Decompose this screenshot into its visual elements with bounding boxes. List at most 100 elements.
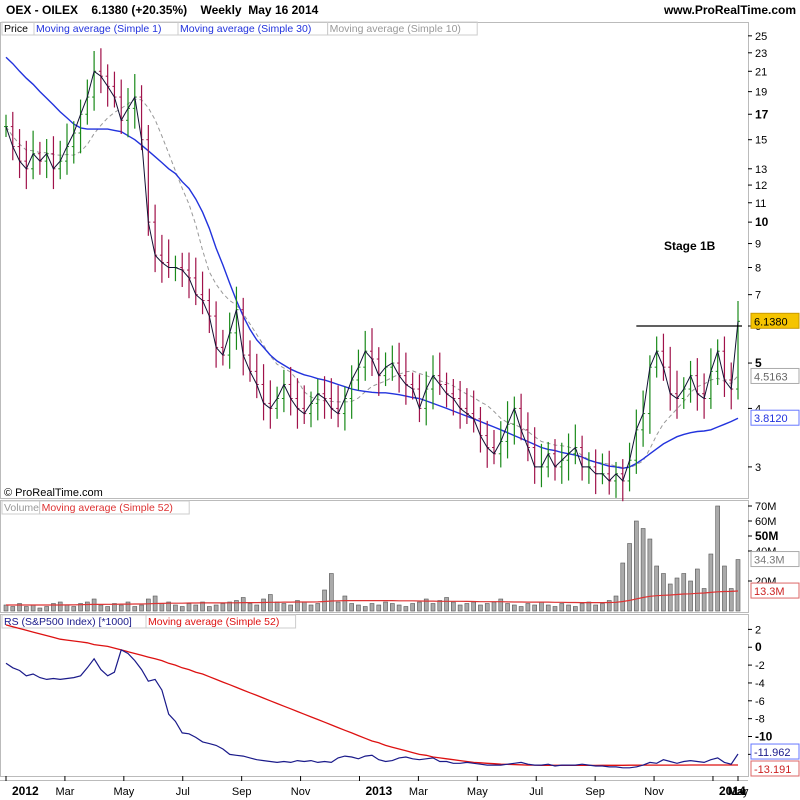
volume-bar	[512, 604, 517, 612]
price-badge-box	[750, 312, 800, 329]
rs-tick-label: 0	[755, 640, 762, 654]
price-legend-item: Moving average (Simple 30)	[180, 23, 311, 35]
volume-bar	[295, 600, 300, 612]
price-tick-label: 4	[755, 403, 761, 415]
volume-tick-label: 70M	[755, 501, 776, 513]
volume-bar	[620, 562, 626, 612]
volume-bar	[708, 553, 714, 612]
volume-bar	[166, 601, 171, 612]
volume-bar	[78, 603, 83, 612]
x-tick-label: Mar	[55, 786, 74, 798]
rs-tick-label: -8	[755, 714, 765, 726]
volume-bar	[471, 601, 476, 612]
volume-bar	[640, 528, 646, 612]
ma10-line	[5, 98, 739, 469]
rs-ma52-badge-box	[750, 760, 800, 777]
volume-bar	[335, 601, 341, 612]
volume-bar	[234, 600, 239, 612]
volume-bar	[17, 603, 22, 612]
volume-bar	[606, 600, 612, 612]
volume-bar	[681, 573, 687, 612]
volume-bar	[207, 606, 212, 612]
volume-bar	[505, 603, 510, 612]
price-tick-label: 5	[755, 356, 762, 370]
volume-bar	[200, 601, 205, 612]
volume-bar	[688, 580, 693, 612]
price-badge: 6.1380	[754, 316, 788, 328]
volume-bar	[722, 565, 727, 612]
volume-legend-box	[39, 500, 190, 515]
volume-bar	[579, 603, 585, 612]
ma30-badge: 3.8120	[754, 413, 788, 425]
volume-bar	[545, 604, 551, 612]
price-legend: Price Moving average (Simple 1) Moving ave…	[1, 21, 478, 36]
volume-bar	[3, 604, 9, 612]
header-period: Weekly	[200, 3, 242, 17]
rs-legend: RS (S&P500 Index) [*1000] Moving average …	[1, 614, 297, 629]
volume-bar	[281, 603, 287, 612]
volume-bar	[444, 597, 449, 612]
volume-bar	[37, 607, 43, 612]
volume-bar	[64, 604, 70, 612]
price-tick-label: 8	[755, 262, 761, 274]
header-change: (+20.35%)	[131, 3, 188, 17]
volume-bar	[98, 604, 104, 612]
volume-bar	[220, 603, 226, 612]
volume-bar	[173, 604, 178, 612]
volume-bar	[735, 559, 741, 612]
volume-bar	[274, 601, 280, 612]
price-tick-label: 13	[755, 164, 767, 176]
rs-badge: -11.962	[754, 747, 791, 759]
volume-bar	[484, 603, 490, 612]
volume-bar	[329, 573, 334, 612]
volume-bar	[634, 520, 639, 612]
volume-bar	[322, 589, 327, 612]
volume-bar	[566, 604, 571, 612]
volume-bar	[383, 601, 388, 612]
rs-ma52-badge: -13.191	[754, 764, 791, 776]
volume-ma52-line	[6, 590, 739, 606]
volume-bar	[288, 604, 293, 612]
price-tick-label: 7	[755, 290, 761, 302]
x-tick-label: 2014	[719, 784, 746, 798]
volume-bar	[600, 603, 605, 612]
rs-tick-label: -2	[755, 660, 765, 672]
volume-bar	[437, 600, 443, 612]
price-tick-label: 12	[755, 180, 767, 192]
x-tick-label: May	[113, 786, 134, 798]
volume-bar	[613, 595, 619, 612]
volume-bar	[647, 538, 653, 612]
price-legend-box	[327, 21, 478, 36]
price-legend-item: Moving average (Simple 10)	[330, 23, 461, 35]
volume-bar	[139, 604, 144, 612]
volume-bar	[118, 604, 124, 612]
volume-bar	[532, 604, 537, 612]
volume-bar	[112, 603, 117, 612]
volume-bar	[369, 603, 375, 612]
volume-bar	[240, 597, 246, 612]
volume-bar	[390, 603, 395, 612]
volume-legend-item: Moving average (Simple 52)	[42, 502, 173, 514]
price-tick-label: 10	[755, 215, 769, 229]
rs-tick-label: -6	[755, 696, 765, 708]
price-tick-label: 11	[755, 198, 766, 210]
volume-bar	[464, 603, 470, 612]
volume-bar	[403, 606, 409, 612]
volume-bar	[430, 603, 436, 612]
price-tick-label: 23	[755, 48, 767, 60]
volume-bar	[417, 601, 422, 612]
volume-bar	[573, 606, 578, 612]
volume-badge: 34.3M	[754, 555, 785, 567]
volume-bar	[227, 601, 232, 612]
volume-bar	[193, 604, 199, 612]
volume-bar	[71, 606, 77, 612]
price-tick-label: 3	[755, 462, 761, 474]
x-tick-label: Sep	[585, 786, 605, 798]
stage-annotation: Stage 1B	[664, 239, 716, 253]
price-tick-label: 15	[755, 135, 767, 147]
volume-bar	[146, 598, 151, 612]
volume-bar	[186, 603, 192, 612]
volume-bar	[627, 543, 632, 612]
volume-bar	[247, 603, 253, 612]
